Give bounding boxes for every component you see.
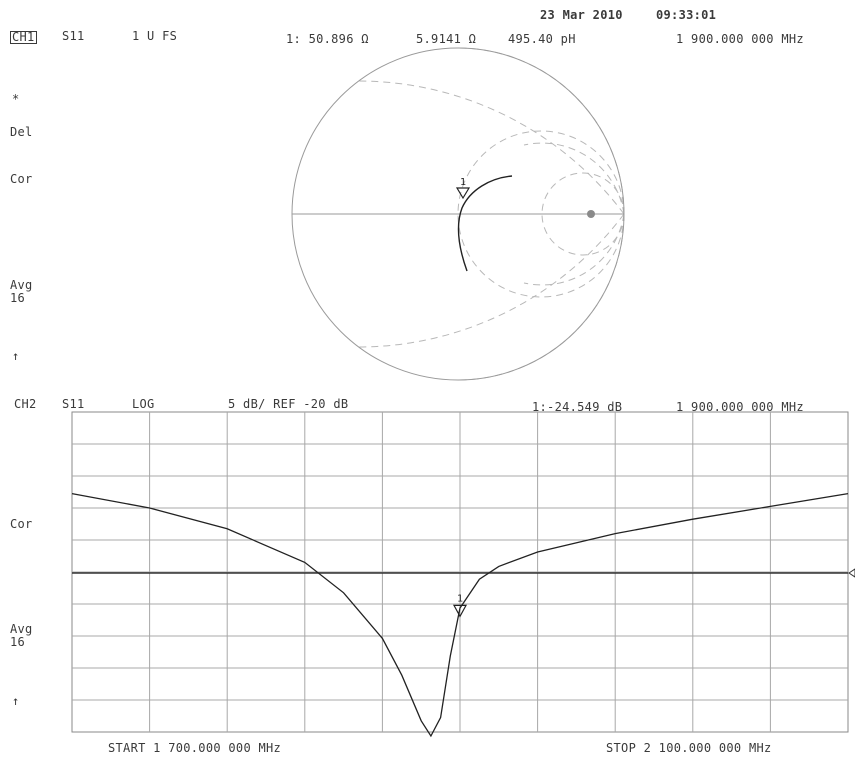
ch1-marker-inductance: 495.40 pH: [508, 32, 576, 46]
ch2-param: S11: [62, 397, 85, 411]
ch2-reference-pointer: [848, 568, 855, 578]
ch2-cor-annotation: Cor: [10, 517, 33, 531]
ch2-marker-1: [452, 604, 468, 618]
smith-trace: [457, 175, 513, 272]
ch2-stop-frequency: STOP 2 100.000 000 MHz: [606, 741, 772, 755]
ch1-marker-resistance: 1: 50.896 Ω: [286, 32, 369, 46]
ch1-avg-count: 16: [10, 291, 26, 305]
header-time: 09:33:01: [656, 8, 717, 22]
smith-marker-1-label: 1: [460, 177, 466, 188]
smith-reactance-arc-upper-0.5: [357, 80, 625, 215]
ch2-channel-label: CH2: [14, 397, 37, 411]
ch1-format: 1 U FS: [132, 29, 178, 43]
smith-center-marker: [587, 210, 595, 218]
ch2-trace: [71, 492, 849, 738]
ch1-star-annotation: *: [12, 92, 20, 106]
ch1-del-annotation: Del: [10, 125, 33, 139]
ch1-marker-frequency: 1 900.000 000 MHz: [676, 32, 804, 46]
smith-reactance-arc-lower-0.5: [357, 213, 625, 348]
ch1-channel-label: CH1: [10, 30, 37, 44]
ch2-avg-count: 16: [10, 635, 26, 649]
ch1-arrow-annotation: ↑: [12, 349, 20, 363]
ch2-avg-annotation: Avg: [10, 622, 33, 636]
ch1-param: S11: [62, 29, 85, 43]
smith-reactance-arc-upper-2: [523, 142, 625, 215]
header-date: 23 Mar 2010: [540, 8, 623, 22]
ch2-scale: 5 dB/ REF -20 dB: [228, 397, 349, 411]
ch2-marker-frequency: 1 900.000 000 MHz: [676, 400, 804, 414]
ch2-format: LOG: [132, 397, 155, 411]
smith-reactance-arc-lower-2: [523, 213, 625, 286]
ch1-cor-annotation: Cor: [10, 172, 33, 186]
ch2-arrow-annotation: ↑: [12, 694, 20, 708]
ch1-avg-annotation: Avg: [10, 278, 33, 292]
ch2-marker-1-label: 1: [457, 593, 463, 604]
ch2-marker-value: 1:-24.549 dB: [532, 400, 623, 414]
smith-marker-1: [455, 187, 471, 200]
ch2-start-frequency: START 1 700.000 000 MHz: [108, 741, 282, 755]
ch1-marker-reactance: 5.9141 Ω: [416, 32, 477, 46]
